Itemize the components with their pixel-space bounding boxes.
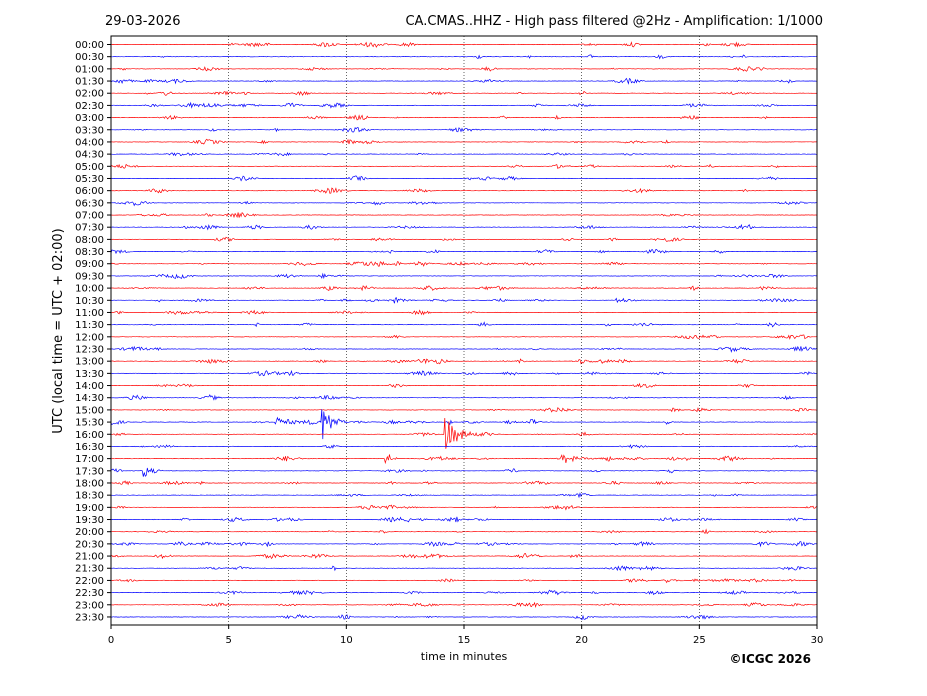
trace-line — [110, 260, 818, 267]
y-tick-label: 15:00 — [75, 405, 104, 416]
trace-line — [110, 187, 818, 194]
y-tick-label: 10:00 — [75, 284, 104, 295]
y-tick-label: 09:00 — [75, 259, 104, 270]
chart-title: CA.CMAS..HHZ - High pass filtered @2Hz -… — [405, 14, 823, 29]
y-tick-label: 13:30 — [75, 369, 104, 380]
y-tick-label: 23:00 — [75, 600, 104, 611]
y-tick-label: 06:00 — [75, 186, 104, 197]
trace-line — [110, 407, 818, 413]
trace-line — [110, 454, 818, 465]
y-tick-label: 17:30 — [75, 466, 104, 477]
y-tick-label: 20:30 — [75, 539, 104, 550]
trace-line — [111, 200, 818, 207]
trace-line — [110, 578, 818, 584]
y-tick-label: 19:30 — [75, 515, 104, 526]
y-tick-label: 20:00 — [75, 527, 104, 538]
x-tick-label: 10 — [340, 635, 353, 646]
grid-lines — [228, 36, 700, 625]
y-tick-label: 00:00 — [75, 40, 104, 51]
y-tick-label: 05:00 — [75, 162, 104, 173]
x-axis: 0 5 10 15 20 25 30 — [108, 625, 824, 646]
y-tick-label: 16:30 — [75, 442, 104, 453]
y-tick-label: 03:00 — [75, 113, 104, 124]
trace-line — [110, 212, 818, 219]
y-tick-label: 14:30 — [75, 393, 104, 404]
y-tick-label: 22:30 — [75, 588, 104, 599]
trace-line — [110, 553, 817, 560]
trace-line — [110, 589, 818, 596]
x-tick-label: 25 — [693, 635, 706, 646]
trace-line — [110, 417, 818, 449]
trace-line — [110, 601, 818, 608]
y-tick-label: 08:00 — [75, 235, 104, 246]
y-tick-label: 14:00 — [75, 381, 104, 392]
x-tick-label: 15 — [458, 635, 471, 646]
y-tick-label: 09:30 — [75, 271, 104, 282]
x-tick-label: 5 — [225, 635, 231, 646]
y-tick-label: 21:30 — [75, 564, 104, 575]
x-axis-title: time in minutes — [421, 650, 508, 663]
y-tick-label: 15:30 — [75, 418, 104, 429]
y-tick-label: 16:00 — [75, 430, 104, 441]
y-tick-label: 22:00 — [75, 576, 104, 587]
y-tick-label: 01:30 — [75, 77, 104, 88]
x-tick-label: 20 — [575, 635, 588, 646]
trace-line — [110, 444, 818, 449]
trace-line — [110, 565, 817, 572]
trace-line — [110, 163, 818, 169]
y-tick-label: 02:00 — [75, 89, 104, 100]
y-tick-label: 19:00 — [75, 503, 104, 514]
trace-line — [110, 382, 818, 389]
y-tick-label: 04:30 — [75, 150, 104, 161]
y-tick-label: 18:30 — [75, 491, 104, 502]
y-tick-label: 21:00 — [75, 552, 104, 563]
trace-line — [110, 41, 817, 48]
trace-line — [110, 54, 817, 60]
y-axis-title: UTC (local time = UTC + 02:00) — [51, 228, 66, 433]
trace-line — [110, 369, 818, 377]
y-tick-label: 01:00 — [75, 64, 104, 75]
trace-line — [110, 394, 818, 401]
y-tick-label: 04:00 — [75, 137, 104, 148]
x-tick-label: 0 — [108, 635, 114, 646]
trace-line — [110, 613, 818, 621]
trace-line — [110, 409, 818, 440]
y-tick-label: 11:30 — [75, 320, 104, 331]
copyright-label: ©ICGC 2026 — [729, 652, 811, 666]
trace-line — [110, 175, 818, 182]
y-tick-label: 23:30 — [75, 612, 104, 623]
y-tick-label: 00:30 — [75, 52, 104, 63]
y-tick-label: 05:30 — [75, 174, 104, 185]
y-tick-label: 07:00 — [75, 211, 104, 222]
y-tick-label: 11:00 — [75, 308, 104, 319]
x-tick-label: 30 — [811, 635, 824, 646]
y-tick-label: 02:30 — [75, 101, 104, 112]
y-tick-label: 17:00 — [75, 454, 104, 465]
y-tick-label: 13:00 — [75, 357, 104, 368]
date-label: 29-03-2026 — [105, 14, 181, 29]
y-tick-label: 18:00 — [75, 478, 104, 489]
y-tick-label: 03:30 — [75, 125, 104, 136]
y-tick-label: 08:30 — [75, 247, 104, 258]
trace-line — [110, 467, 818, 477]
y-tick-label: 12:00 — [75, 332, 104, 343]
y-tick-label: 06:30 — [75, 198, 104, 209]
y-tick-label: 07:30 — [75, 223, 104, 234]
trace-line — [110, 223, 818, 231]
y-tick-label: 10:30 — [75, 296, 104, 307]
y-tick-label: 12:30 — [75, 345, 104, 356]
trace-line — [110, 249, 818, 255]
